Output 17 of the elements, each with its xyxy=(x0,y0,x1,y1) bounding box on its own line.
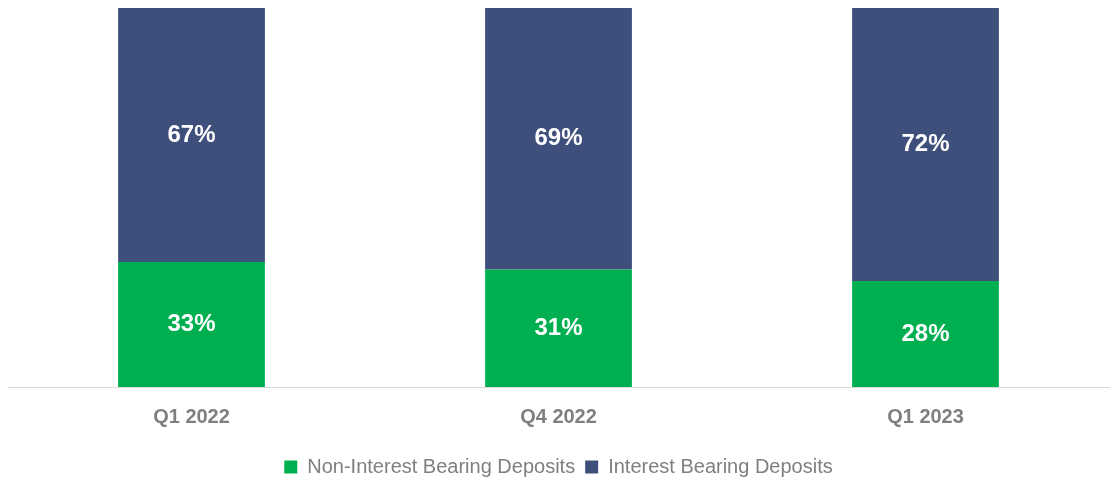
bar xyxy=(852,8,999,281)
x-tick-label: Q1 2022 xyxy=(153,404,230,427)
bar xyxy=(118,261,265,387)
bar xyxy=(485,269,632,387)
x-tick-label: Q1 2023 xyxy=(887,404,964,427)
data-label: 28% xyxy=(901,318,950,346)
data-label: 67% xyxy=(167,119,216,147)
data-label: 69% xyxy=(534,123,583,151)
data-label: 72% xyxy=(901,129,950,157)
legend-label: Non-Interest Bearing Deposits xyxy=(307,454,576,477)
legend-label: Interest Bearing Deposits xyxy=(608,454,833,477)
x-tick-label: Q4 2022 xyxy=(520,404,597,427)
data-label: 33% xyxy=(167,309,216,337)
bar xyxy=(118,8,265,262)
data-label: 31% xyxy=(534,312,583,340)
bar xyxy=(485,8,632,270)
bar xyxy=(852,280,999,387)
